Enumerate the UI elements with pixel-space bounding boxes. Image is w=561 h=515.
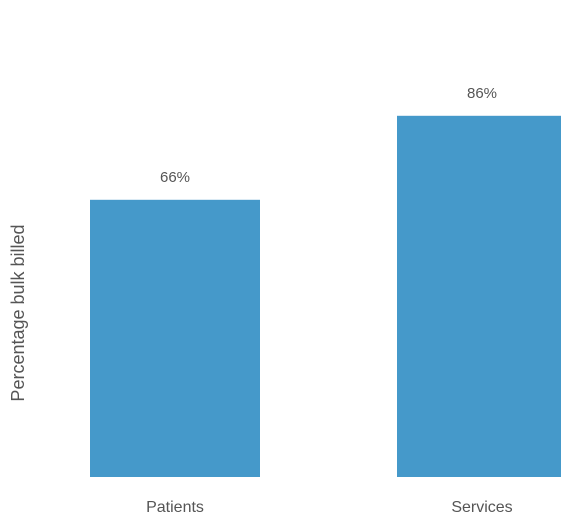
- value-labels-group: 66% 86%: [160, 85, 497, 186]
- bar-services: [397, 115, 561, 478]
- x-tick-labels-group: Patients Services: [146, 499, 513, 515]
- data-label-patients: 66%: [160, 169, 190, 186]
- x-tick-label-patients: Patients: [146, 499, 204, 515]
- y-axis-label: Percentage bulk billed: [8, 224, 28, 401]
- bars-group: [90, 115, 561, 478]
- bar-patients: [90, 199, 260, 478]
- x-tick-label-services: Services: [451, 499, 512, 515]
- data-label-services: 86%: [467, 85, 497, 102]
